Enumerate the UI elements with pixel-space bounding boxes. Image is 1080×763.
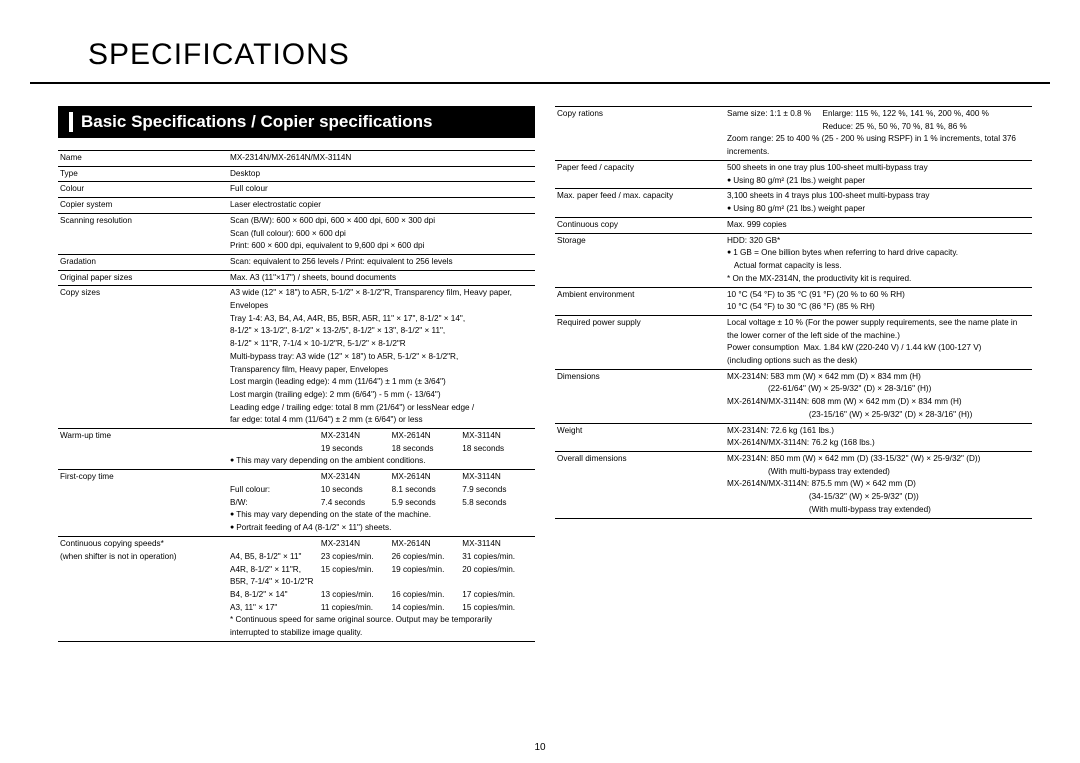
spec-value: MX-2314N: 72.6 kg (161 lbs.)MX-2614N/MX-… [725, 423, 1032, 451]
spec-label: Dimensions [555, 369, 725, 423]
page-number: 10 [0, 742, 1080, 753]
spec-row: NameMX-2314N/MX-2614N/MX-3114N [58, 151, 535, 167]
spec-row: Original paper sizesMax. A3 (11"×17") / … [58, 270, 535, 286]
spec-label: Copy rations [555, 107, 725, 161]
spec-row: Max. paper feed / max. capacity3,100 she… [555, 189, 1032, 218]
spec-row: DimensionsMX-2314N: 583 mm (W) × 642 mm … [555, 369, 1032, 423]
spec-label: Gradation [58, 254, 228, 270]
right-column: Copy rationsSame size: 1:1 ± 0.8 % Enlar… [555, 106, 1032, 642]
spec-value: MX-2314NMX-2614NMX-3114NFull colour:10 s… [228, 470, 535, 537]
spec-label: First-copy time [58, 470, 228, 537]
spec-row: Ambient environment10 °C (54 °F) to 35 °… [555, 287, 1032, 315]
header-bar-icon [69, 112, 73, 132]
spec-row: Copy rationsSame size: 1:1 ± 0.8 % Enlar… [555, 107, 1032, 161]
spec-label: Original paper sizes [58, 270, 228, 286]
spec-row: StorageHDD: 320 GB*1 GB = One billion by… [555, 233, 1032, 287]
spec-value: Full colour [228, 182, 535, 198]
spec-label: Scanning resolution [58, 213, 228, 254]
spec-label: Max. paper feed / max. capacity [555, 189, 725, 218]
section-header: Basic Specifications / Copier specificat… [58, 106, 535, 138]
spec-row: WeightMX-2314N: 72.6 kg (161 lbs.)MX-261… [555, 423, 1032, 451]
spec-value: Laser electrostatic copier [228, 198, 535, 214]
spec-value: MX-2314NMX-2614NMX-3114N19 seconds18 sec… [228, 429, 535, 470]
spec-value: MX-2314N/MX-2614N/MX-3114N [228, 151, 535, 167]
spec-value: Desktop [228, 166, 535, 182]
spec-label: Copy sizes [58, 286, 228, 429]
spec-label: Paper feed / capacity [555, 160, 725, 189]
spec-row: GradationScan: equivalent to 256 levels … [58, 254, 535, 270]
spec-label: Type [58, 166, 228, 182]
spec-label: Continuous copy [555, 217, 725, 233]
spec-row: First-copy timeMX-2314NMX-2614NMX-3114NF… [58, 470, 535, 537]
spec-value: 500 sheets in one tray plus 100-sheet mu… [725, 160, 1032, 189]
spec-label: Warm-up time [58, 429, 228, 470]
spec-value: Max. 999 copies [725, 217, 1032, 233]
section-header-text: Basic Specifications / Copier specificat… [81, 112, 432, 132]
spec-row: Required power supplyLocal voltage ± 10 … [555, 315, 1032, 369]
spec-value: 10 °C (54 °F) to 35 °C (91 °F) (20 % to … [725, 287, 1032, 315]
spec-row: TypeDesktop [58, 166, 535, 182]
spec-value: A3 wide (12" × 18") to A5R, 5-1/2" × 8-1… [228, 286, 535, 429]
spec-value: Same size: 1:1 ± 0.8 % Enlarge: 115 %, 1… [725, 107, 1032, 161]
spec-value: Scan (B/W): 600 × 600 dpi, 600 × 400 dpi… [228, 213, 535, 254]
spec-row: Warm-up timeMX-2314NMX-2614NMX-3114N19 s… [58, 429, 535, 470]
spec-value: HDD: 320 GB*1 GB = One billion bytes whe… [725, 233, 1032, 287]
spec-label: Copier system [58, 198, 228, 214]
spec-row: Continuous copying speeds* (when shifter… [58, 537, 535, 642]
spec-value: MX-2314N: 583 mm (W) × 642 mm (D) × 834 … [725, 369, 1032, 423]
spec-row: Overall dimensionsMX-2314N: 850 mm (W) ×… [555, 452, 1032, 519]
spec-value: Local voltage ± 10 % (For the power supp… [725, 315, 1032, 369]
spec-label: Overall dimensions [555, 452, 725, 519]
spec-row: ColourFull colour [58, 182, 535, 198]
spec-table-right: Copy rationsSame size: 1:1 ± 0.8 % Enlar… [555, 106, 1032, 519]
spec-value: Max. A3 (11"×17") / sheets, bound docume… [228, 270, 535, 286]
left-column: Basic Specifications / Copier specificat… [58, 106, 535, 642]
spec-label: Required power supply [555, 315, 725, 369]
spec-label: Ambient environment [555, 287, 725, 315]
spec-label: Storage [555, 233, 725, 287]
spec-label: Weight [555, 423, 725, 451]
spec-value: MX-2314N: 850 mm (W) × 642 mm (D) (33-15… [725, 452, 1032, 519]
page-title: SPECIFICATIONS [30, 0, 1050, 84]
spec-label: Colour [58, 182, 228, 198]
spec-row: Paper feed / capacity500 sheets in one t… [555, 160, 1032, 189]
content-area: Basic Specifications / Copier specificat… [0, 84, 1080, 642]
spec-row: Continuous copyMax. 999 copies [555, 217, 1032, 233]
spec-value: MX-2314NMX-2614NMX-3114NA4, B5, 8-1/2" ×… [228, 537, 535, 642]
spec-value: 3,100 sheets in 4 trays plus 100-sheet m… [725, 189, 1032, 218]
spec-table-left: NameMX-2314N/MX-2614N/MX-3114NTypeDeskto… [58, 150, 535, 642]
spec-row: Copy sizesA3 wide (12" × 18") to A5R, 5-… [58, 286, 535, 429]
spec-label: Name [58, 151, 228, 167]
spec-row: Scanning resolutionScan (B/W): 600 × 600… [58, 213, 535, 254]
spec-row: Copier systemLaser electrostatic copier [58, 198, 535, 214]
spec-value: Scan: equivalent to 256 levels / Print: … [228, 254, 535, 270]
spec-label: Continuous copying speeds* (when shifter… [58, 537, 228, 642]
